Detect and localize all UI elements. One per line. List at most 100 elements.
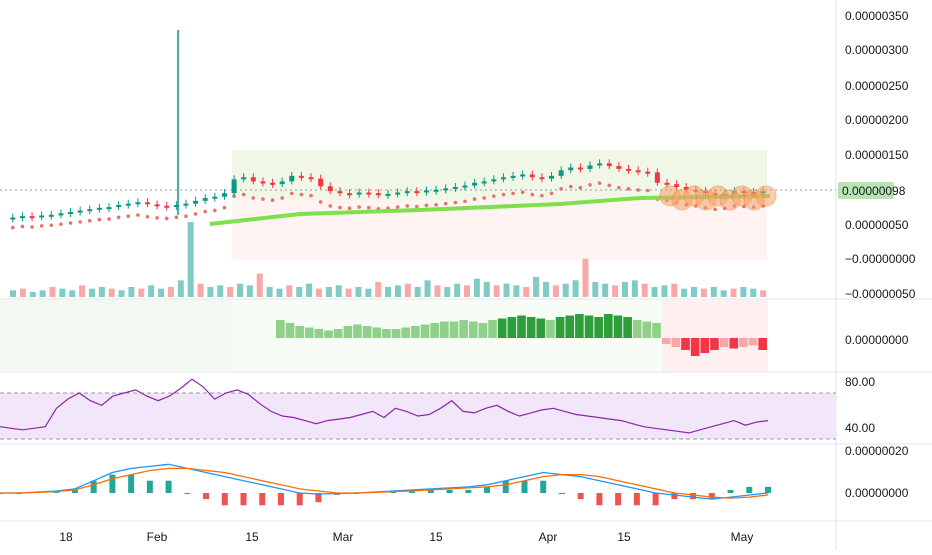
candle-body (68, 211, 74, 214)
sar-dot (347, 206, 352, 211)
momentum-bg-right (662, 300, 768, 372)
volume-bar (207, 287, 214, 297)
volume-bar (760, 290, 767, 297)
momentum-bar (748, 338, 758, 346)
volume-bar (266, 287, 273, 297)
sar-dot (97, 217, 102, 222)
candle-body (298, 175, 304, 178)
sar-dot (645, 188, 650, 193)
macd-hist-bar (652, 493, 659, 506)
momentum-bar (449, 321, 459, 338)
momentum-bar (440, 321, 449, 338)
sar-dot (280, 196, 284, 200)
sar-dot (222, 205, 227, 210)
macd-hist-bar (765, 486, 771, 493)
sar-dot (318, 200, 323, 204)
candle-body (404, 191, 410, 194)
momentum-bar (391, 329, 401, 338)
macd-hist-bar (184, 493, 191, 494)
momentum-bar (700, 338, 710, 353)
macd-hist-bar (277, 493, 284, 506)
momentum-panel[interactable]: 0.00000000 (0, 300, 909, 372)
volume-bar (375, 282, 382, 297)
macd-hist-bar (577, 493, 584, 500)
volume-bar (454, 283, 461, 297)
candle-body (500, 177, 506, 180)
volume-bar (631, 280, 638, 297)
sar-dot (607, 183, 612, 188)
momentum-bar (276, 320, 285, 338)
volume-bar (286, 285, 293, 297)
volume-bar (128, 287, 135, 297)
candle-body (462, 185, 468, 188)
candle-body (241, 177, 247, 180)
sar-dot (626, 187, 631, 191)
volume-bar (592, 282, 599, 297)
sar-dot (174, 215, 179, 220)
candle-body (202, 198, 208, 201)
volume-bar (296, 287, 303, 297)
momentum-bar (468, 321, 478, 338)
candle-body (356, 192, 362, 195)
macd-hist-bar (690, 493, 697, 500)
volume-bar (79, 285, 86, 297)
macd-hist-bar (71, 489, 78, 493)
sar-dot (241, 192, 246, 197)
macd-hist-bar (128, 474, 135, 493)
volume-bar (720, 290, 727, 297)
momentum-bar (401, 327, 411, 338)
candle-body (375, 193, 381, 196)
volume-series (10, 222, 767, 297)
candle-body (231, 179, 237, 194)
sar-dot (289, 191, 294, 196)
time-axis[interactable]: 18 Feb 15 Mar 15 Apr 15 May (59, 530, 753, 544)
volume-bar (49, 287, 56, 297)
price-tick: 0.00000150 (845, 148, 909, 162)
volume-bar (148, 285, 155, 297)
sar-dot (232, 194, 236, 199)
macd-hist-bar (427, 489, 434, 493)
candle-body (106, 207, 112, 210)
macd-panel[interactable]: 0.00000020 0.00000000 (0, 444, 909, 506)
macd-hist-bar (221, 493, 228, 506)
volume-bar (39, 290, 46, 297)
sar-dot (511, 191, 515, 196)
candle-body (279, 181, 285, 185)
price-axis[interactable]: 0.00000350 0.00000300 0.00000250 0.00000200… (845, 9, 916, 301)
volume-bar (740, 287, 747, 297)
volume-bar (335, 285, 342, 297)
price-panel[interactable] (0, 30, 836, 297)
volume-bar (246, 285, 253, 297)
candle-body (529, 174, 535, 178)
sar-dot (145, 214, 150, 219)
sar-dot (578, 185, 583, 190)
momentum-bar (507, 317, 517, 338)
candle-body (212, 196, 218, 199)
momentum-bar (710, 338, 719, 350)
candle-body (645, 171, 651, 174)
sar-dot (213, 208, 217, 213)
volume-bar (750, 288, 757, 297)
candle-body (395, 192, 401, 195)
candle-body (520, 174, 526, 177)
momentum-bar (739, 338, 748, 347)
last-price-text: 0.00000098 (842, 184, 906, 198)
volume-bar (533, 277, 540, 297)
sar-dot (107, 217, 111, 221)
momentum-bar (546, 320, 555, 338)
momentum-bar (324, 330, 333, 338)
sar-dot (184, 214, 188, 218)
sar-dot (338, 205, 342, 210)
momentum-bar (488, 320, 497, 338)
sar-dot (472, 197, 477, 201)
macd-hist-bar (446, 489, 453, 493)
sar-dot (68, 221, 73, 225)
candle-body (558, 170, 564, 176)
candle-body (577, 167, 583, 170)
volume-bar (493, 285, 500, 297)
rsi-panel[interactable]: 80.00 40.00 (0, 375, 875, 440)
macd-hist-bar (296, 493, 303, 506)
last-price-label: 0.00000098 (838, 182, 906, 199)
